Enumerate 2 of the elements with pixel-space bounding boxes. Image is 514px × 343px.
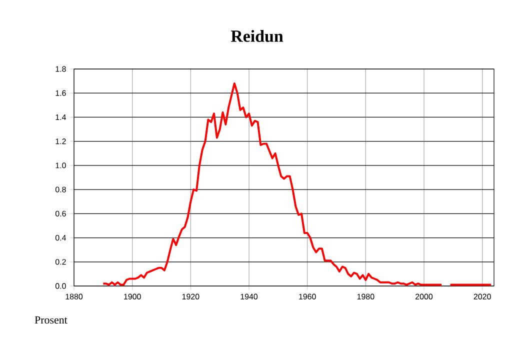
chart-title: Reidun [230,30,284,42]
y-axis-title: Prosent [34,316,68,324]
